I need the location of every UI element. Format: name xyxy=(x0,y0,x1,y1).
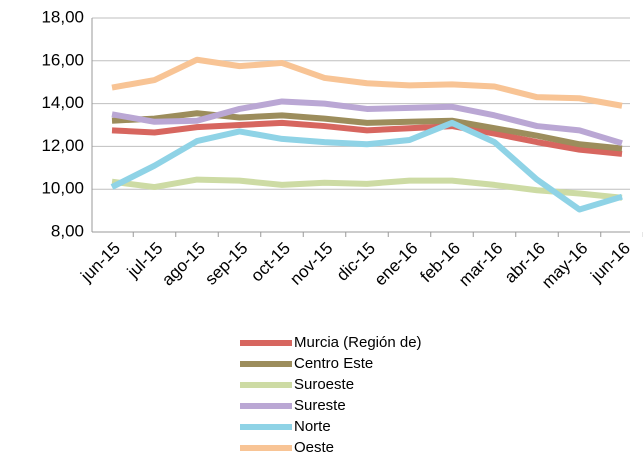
legend-label: Sureste xyxy=(294,397,346,414)
series-line xyxy=(111,56,623,109)
x-tick-label: sep-15 xyxy=(201,239,251,289)
legend-label: Suroeste xyxy=(294,376,354,393)
legend-label: Norte xyxy=(294,418,331,435)
y-tick-label: 18,00 xyxy=(41,7,84,26)
x-tick-label: may-16 xyxy=(538,239,592,293)
y-tick-label: 12,00 xyxy=(41,136,84,155)
series-line xyxy=(111,119,623,157)
y-tick-label: 8,00 xyxy=(51,221,84,240)
series-line xyxy=(111,176,623,201)
x-tick-label: mar-16 xyxy=(455,239,507,291)
x-tick-label: oct-15 xyxy=(247,239,294,286)
y-tick-label: 10,00 xyxy=(41,179,84,198)
x-tick-label: jun-16 xyxy=(586,239,634,287)
series-line xyxy=(111,110,623,152)
legend-label: Murcia (Región de) xyxy=(294,334,422,351)
series-line xyxy=(111,98,623,147)
series-line xyxy=(110,119,623,213)
legend-label: Oeste xyxy=(294,439,334,456)
y-tick-label: 16,00 xyxy=(41,50,84,69)
x-tick-label: ago-15 xyxy=(158,239,209,290)
y-tick-label: 14,00 xyxy=(41,93,84,112)
legend-label: Centro Este xyxy=(294,355,373,372)
x-tick-label: ene-16 xyxy=(371,239,422,290)
x-tick-label: nov-15 xyxy=(286,239,336,289)
x-tick-label: jun-15 xyxy=(76,239,124,287)
